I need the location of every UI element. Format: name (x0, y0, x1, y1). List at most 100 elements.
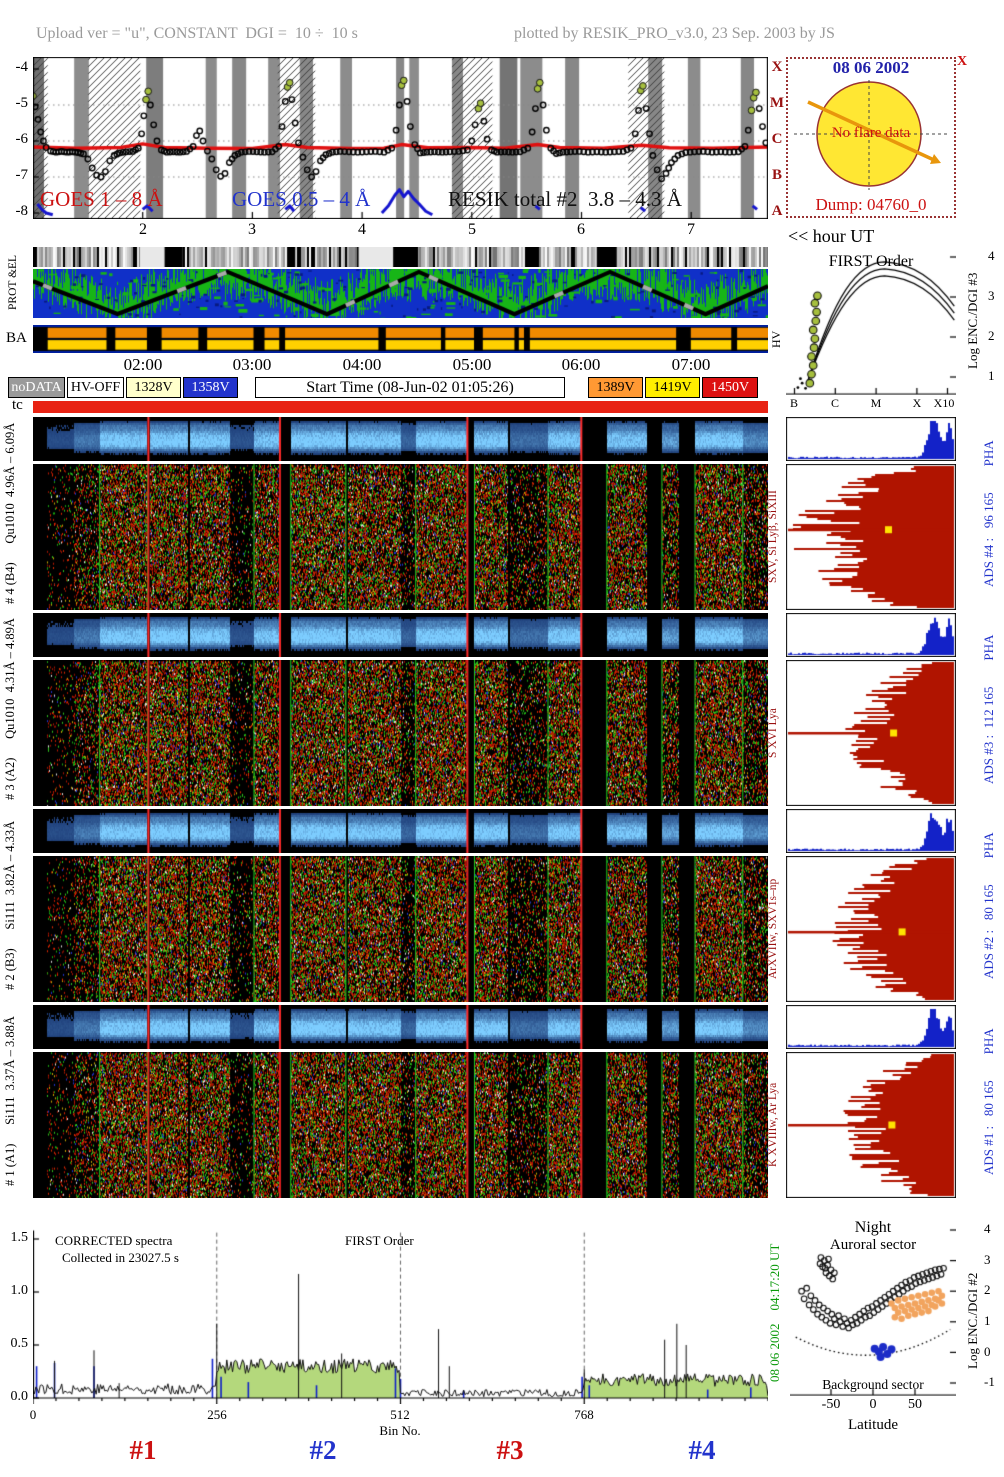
fo-xtick-m: M (870, 396, 882, 410)
spectrogram-ch2-pha (33, 809, 768, 853)
goes-class-x: X (771, 59, 783, 75)
spectra-order-note: FIRST Order (345, 1233, 414, 1248)
sp-xtick-512: 512 (390, 1407, 410, 1422)
ads-hist-ch1 (786, 1052, 956, 1198)
goes-class-m: M (769, 95, 785, 111)
channel-3-right-label: ADS #3 : 112 165 PHA (981, 634, 996, 785)
ads-hist-ch4 (786, 464, 956, 610)
spectrogram-ch3-pha (33, 613, 768, 657)
scatter-title-night: Night (854, 1219, 892, 1236)
goes-ytick-m5: -5 (15, 95, 29, 111)
channel-label-3: #3 (496, 1435, 524, 1465)
sp-xtick-0: 0 (29, 1407, 37, 1422)
goes-class-b: B (771, 167, 782, 183)
sc-xtick-0: 0 (869, 1397, 877, 1412)
ba-label: BA (6, 330, 27, 346)
fo-xtick-x10: X10 (933, 396, 955, 410)
bin-no-label: Bin No. (379, 1423, 421, 1438)
goes-xtick-7: 7 (687, 221, 695, 238)
goes-legend-resik: RESIK total #2 3.8 – 4.3 Å (448, 187, 682, 211)
proton-electron-strip (33, 247, 768, 267)
sp-ytick-05: 0.5 (10, 1336, 29, 1351)
time-0700: 07:00 (671, 355, 711, 374)
goes-plot (33, 57, 768, 219)
goes-ytick-m8: -8 (15, 203, 29, 219)
corrected-spectra-label: CORRECTED spectra (55, 1233, 173, 1248)
goes-xtick-5: 5 (468, 221, 476, 238)
tc-bar (33, 401, 768, 413)
goes-class-c: C (771, 131, 783, 147)
sc-xtick-50: 50 (908, 1397, 922, 1412)
no-flare-data-label: No flare data (831, 125, 911, 141)
first-order-plot (786, 247, 956, 395)
dump-label: Dump: 04760_0 (815, 195, 927, 214)
legend-1328v: 1328V (126, 377, 181, 398)
time-0200: 02:00 (123, 355, 163, 374)
channel-label-4: #4 (688, 1435, 716, 1465)
sp-ytick-00: 0.0 (10, 1389, 29, 1404)
channel-1-line-label: K XVIIIw, Ar Lya (767, 1082, 779, 1168)
channel-4-right-label: ADS #4 : 96 165 PHA (981, 440, 996, 587)
sc-ytick-1: 1 (984, 1313, 991, 1328)
proton-electron-map (33, 269, 768, 318)
sp-xtick-256: 256 (207, 1407, 227, 1422)
channel-1-left-label: # 1 (A1) Si111 3.37Å – 3.88Å (3, 1016, 17, 1187)
channel-3-line-label: S XVI Lya (767, 708, 779, 758)
scatter-background-label: Background sector (822, 1377, 924, 1392)
goes-legend-1-8A: GOES 1 – 8 Å (40, 187, 163, 211)
flare-class-x-marker: X (957, 54, 968, 69)
goes-ytick-m6: -6 (15, 131, 29, 147)
time-0600: 06:00 (561, 355, 601, 374)
channel-label-1: #1 (129, 1435, 157, 1465)
pha-hist-ch4 (786, 417, 956, 461)
legend-hv-off: HV-OFF (67, 377, 124, 398)
time-0300: 03:00 (232, 355, 272, 374)
tc-label: tc (12, 397, 23, 413)
legend-nodata: noDATA (8, 377, 65, 398)
first-order-title: FIRST Order (828, 253, 914, 270)
goes-legend-05-4A: GOES 0.5 – 4 Å (232, 187, 371, 211)
pha-hist-ch1 (786, 1005, 956, 1049)
channel-label-2: #2 (309, 1435, 337, 1465)
channel-2-line-label: ArXVIIw, SXV1s–np (767, 878, 779, 980)
fo-ytick-1: 1 (988, 368, 995, 383)
sp-ytick-15: 1.5 (10, 1230, 29, 1245)
sp-xtick-768: 768 (574, 1407, 594, 1422)
spectrogram-ch4-ads (33, 464, 768, 610)
collected-label: Collected in 23027.5 s (62, 1250, 179, 1265)
sp-ytick-10: 1.0 (10, 1283, 29, 1298)
fo-ytick-2: 2 (988, 328, 995, 343)
fo-ytick-4: 4 (988, 248, 995, 263)
pha-hist-ch2 (786, 809, 956, 853)
goes-ytick-m7: -7 (15, 167, 29, 183)
legend-1450v: 1450V (702, 377, 758, 398)
spectrogram-ch3-ads (33, 660, 768, 806)
channel-4-line-label: SXV, Si Lyβ, SiXIII (767, 490, 779, 584)
corrected-spectra-plot (33, 1226, 768, 1404)
latitude-label: Latitude (848, 1417, 898, 1433)
fo-xtick-c: C (830, 396, 839, 410)
prot-el-label: PROT &EL (7, 254, 19, 310)
sc-xtick-m50: -50 (821, 1397, 841, 1412)
spectrogram-ch1-ads (33, 1052, 768, 1198)
ba-strip (33, 325, 768, 353)
goes-xtick-6: 6 (577, 221, 585, 238)
goes-xtick-4: 4 (358, 221, 366, 238)
ads-hist-ch3 (786, 660, 956, 806)
fo-ytick-3: 3 (988, 288, 995, 303)
goes-ytick-m4: -4 (15, 59, 29, 75)
sc-ylabel: Log ENC./DGI #2 (965, 1272, 980, 1370)
sc-ytick-0: 0 (984, 1344, 991, 1359)
hv-label: HV (769, 330, 783, 348)
sc-ytick-4: 4 (984, 1221, 991, 1236)
spectrogram-ch1-pha (33, 1005, 768, 1049)
scatter-timestamp: 08 06 2002 04:17:20 UT (767, 1243, 782, 1383)
aurora-scatter-plot (790, 1218, 956, 1396)
spectrogram-ch2-ads (33, 856, 768, 1002)
hour-ut-label: << hour UT (788, 226, 875, 246)
sc-ytick-2: 2 (984, 1282, 991, 1297)
start-time-box: Start Time (08-Jun-02 01:05:26) (255, 377, 565, 398)
fo-ylabel: Log ENC./DGI #3 (965, 272, 980, 370)
goes-xtick-3: 3 (248, 221, 256, 238)
